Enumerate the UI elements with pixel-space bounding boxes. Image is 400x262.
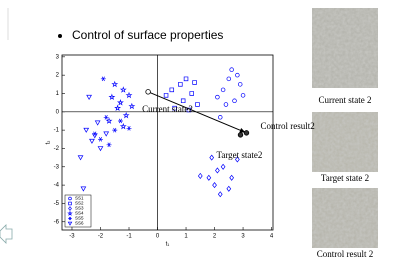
slide-heading: Control of surface properties [72, 28, 223, 42]
y-tick-label: -3 [54, 164, 60, 170]
x-tick-label: 1 [184, 234, 188, 240]
image-caption: Current state 2 [319, 95, 372, 105]
chart: Control of surface properties Current st… [0, 0, 400, 262]
annotation-point [238, 133, 243, 138]
x-tick-label: -2 [98, 234, 104, 240]
y-tick-label: -6 [54, 219, 60, 225]
y-tick-label: -5 [54, 201, 60, 207]
y-tick-label: 3 [56, 54, 60, 60]
x-tick-label: 3 [241, 234, 245, 240]
x-tick-label: 2 [213, 234, 217, 240]
x-tick-label: 4 [270, 234, 274, 240]
x-tick-label: -3 [69, 234, 75, 240]
x-tick-label: -1 [126, 234, 132, 240]
annotation-point [146, 90, 151, 95]
image-texture [312, 8, 378, 88]
image-texture [312, 112, 378, 172]
y-tick-label: -4 [54, 183, 60, 189]
image-texture [312, 188, 378, 248]
legend-label: SS6 [75, 221, 84, 226]
image-caption: Target state 2 [321, 173, 369, 183]
x-axis-label: t₁ [166, 242, 170, 248]
y-tick-label: -2 [54, 146, 60, 152]
annotation-point [244, 131, 249, 136]
x-tick-label: 0 [156, 234, 160, 240]
annotation-label: Target state2 [216, 150, 262, 160]
y-axis-label: t₂ [46, 140, 52, 145]
y-tick-label: 1 [56, 91, 60, 97]
annotation-label: Current state2 [142, 104, 193, 114]
slide: Control of surface properties Current st… [0, 0, 400, 262]
y-tick-label: 2 [56, 73, 60, 79]
y-tick-label: -1 [54, 128, 60, 134]
plot-frame [62, 55, 273, 230]
bullet [58, 34, 62, 38]
y-tick-label: 0 [56, 109, 60, 115]
annotation-label: Control result2 [260, 121, 314, 131]
image-caption: Control result 2 [317, 249, 374, 259]
nav-arrow [0, 225, 12, 243]
